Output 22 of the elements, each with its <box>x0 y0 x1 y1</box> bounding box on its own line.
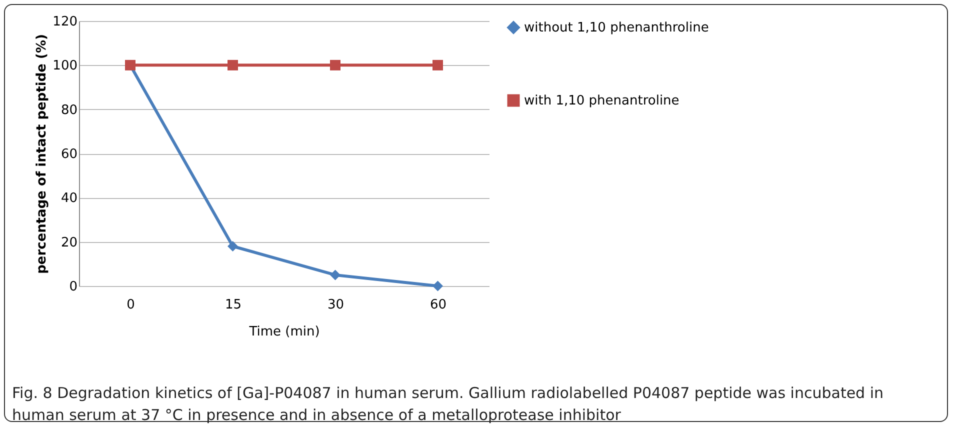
caption: Fig. 8 Degradation kinetics of [Ga]-P04087 in human serum. Gallium radiolabelled P04087 peptide was incubated in human serum at 37 °C in presence and in absence of a metalloprotease inhibitor <box>12 383 885 426</box>
legend-label: with 1,10 phenantroline <box>524 94 680 108</box>
point <box>432 60 443 70</box>
y-axis-title: percentage of intact peptide (%) <box>34 34 50 274</box>
x-tick-label: 30 <box>327 298 344 312</box>
y-tick-label: 120 <box>52 14 78 30</box>
point <box>330 270 340 280</box>
x-tick-label: 60 <box>430 298 447 312</box>
y-tick-label: 40 <box>60 191 78 206</box>
point <box>228 60 238 70</box>
point <box>228 241 238 252</box>
y-tick-label: 100 <box>52 58 78 74</box>
x-tick-label: 15 <box>224 298 242 312</box>
x-tick-label: 0 <box>126 298 135 312</box>
x-axis-title: Time (min) <box>248 324 320 340</box>
point <box>432 280 443 292</box>
y-tick-label: 80 <box>60 102 78 118</box>
y-tick-label: 60 <box>60 147 78 162</box>
y-tick-label: 0 <box>69 280 78 294</box>
legend-label: without 1,10 phenanthroline <box>524 20 709 36</box>
point <box>330 60 340 70</box>
y-tick-label: 20 <box>60 235 78 250</box>
